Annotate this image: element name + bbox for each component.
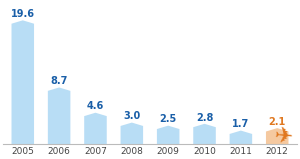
Polygon shape — [11, 20, 34, 144]
Text: 2.8: 2.8 — [196, 113, 213, 123]
Text: 3.0: 3.0 — [123, 111, 140, 121]
Polygon shape — [230, 131, 252, 144]
Text: ✈: ✈ — [274, 127, 294, 148]
Polygon shape — [193, 124, 216, 144]
Text: 19.6: 19.6 — [11, 9, 35, 19]
Polygon shape — [157, 126, 179, 144]
Polygon shape — [84, 113, 107, 144]
Text: 2.1: 2.1 — [268, 117, 286, 127]
Text: 2.5: 2.5 — [160, 114, 177, 124]
Text: 8.7: 8.7 — [50, 76, 68, 86]
Polygon shape — [48, 87, 70, 144]
Text: 1.7: 1.7 — [232, 119, 250, 129]
Text: 4.6: 4.6 — [87, 101, 104, 111]
Polygon shape — [266, 128, 289, 144]
Polygon shape — [121, 123, 143, 144]
